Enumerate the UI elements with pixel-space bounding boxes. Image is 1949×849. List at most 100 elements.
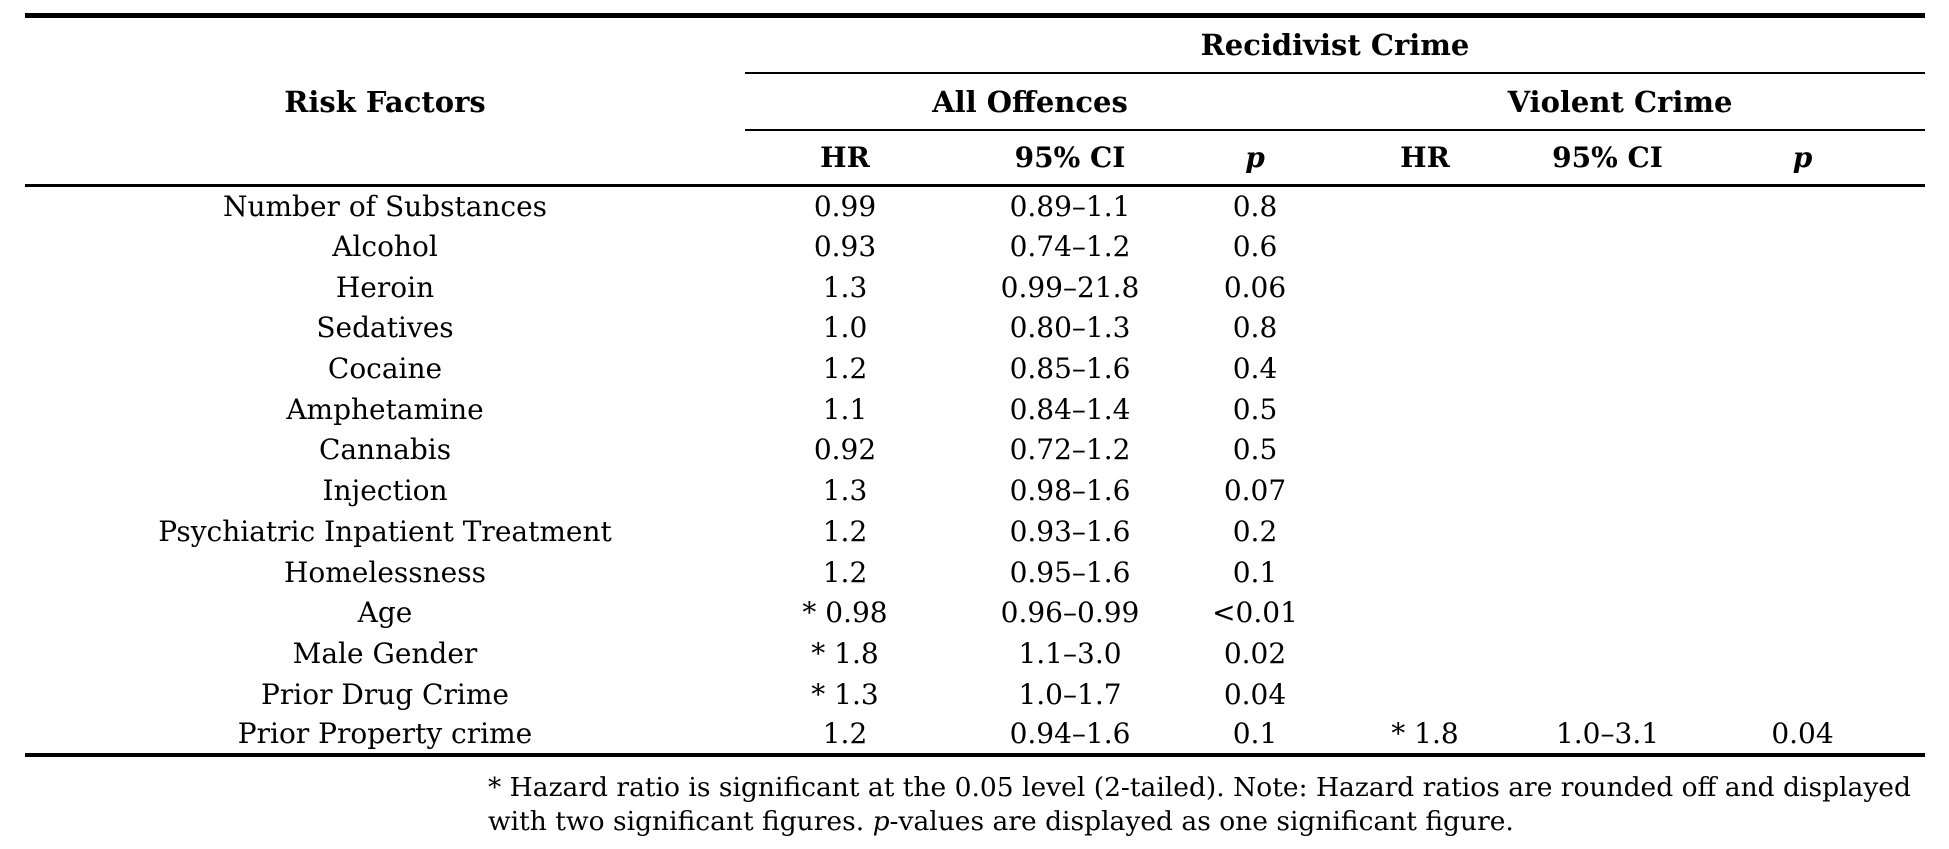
violent-p-value: [1680, 186, 1925, 227]
all-offences-hr-value: 0.92: [813, 433, 877, 467]
all-offences-ci-value: 0.74–1.2: [1009, 230, 1131, 264]
violent-crime-header: Violent Crime: [1315, 73, 1926, 131]
all-offences-ci-value: 1.1–3.0: [1018, 636, 1122, 670]
all-offences-hr-value: 1.2: [822, 352, 868, 386]
footnote-significance-text: * Hazard ratio is significant at the 0.0…: [488, 772, 1911, 837]
violent-ci-value: [1535, 308, 1680, 349]
all-offences-hr-value: * 1.8: [811, 636, 879, 670]
violent-p-value: [1680, 430, 1925, 471]
all-offences-p-value: 0.1: [1232, 717, 1278, 751]
header-row-subgroups: Risk Factors All Offences Violent Crime: [25, 73, 1926, 131]
col-header-ci-violent: 95% CI: [1535, 130, 1680, 187]
violent-p-value: [1680, 592, 1925, 633]
hazard-ratio-table: Recidivist Crime Risk Factors All Offenc…: [25, 13, 1926, 758]
violent-p-value: [1680, 226, 1925, 267]
all-offences-ci-value: 0.93–1.6: [1009, 514, 1131, 548]
recidivist-crime-header: Recidivist Crime: [745, 15, 1926, 74]
all-offences-ci-value: 0.95–1.6: [1009, 555, 1131, 589]
all-offences-p-value: 0.07: [1223, 474, 1287, 508]
table-footnote: * Hazard ratio is significant at the 0.0…: [488, 771, 1949, 839]
risk-factor-label: Heroin: [335, 270, 435, 304]
col-header-p-violent: p: [1680, 130, 1926, 187]
all-offences-p-value: 0.5: [1232, 433, 1278, 467]
all-offences-ci-value: 0.85–1.6: [1009, 352, 1131, 386]
violent-ci-value: [1535, 470, 1680, 511]
risk-factor-label: Number of Substances: [222, 190, 548, 224]
all-offences-hr-value: 1.2: [822, 717, 868, 751]
all-offences-p-value: 0.02: [1223, 636, 1287, 670]
violent-ci-value: [1535, 552, 1680, 593]
table-row: Male Gender * 1.8 1.1–3.0 0.02: [25, 633, 1925, 674]
table-row: Number of Substances 0.99 0.89–1.1 0.8: [25, 186, 1925, 227]
table-row: Alcohol 0.93 0.74–1.2 0.6: [25, 226, 1925, 267]
violent-ci-value: [1535, 430, 1680, 471]
table-row: Prior Property crime 1.2 0.94–1.6 0.1 * …: [25, 714, 1925, 755]
all-offences-hr-value: 1.2: [822, 555, 868, 589]
all-offences-p-value: 0.2: [1232, 514, 1278, 548]
all-offences-ci-value: 0.94–1.6: [1009, 717, 1131, 751]
violent-p-value: [1680, 470, 1925, 511]
violent-p-value: [1680, 674, 1925, 715]
violent-p-value: [1680, 511, 1925, 552]
table-row: Homelessness 1.2 0.95–1.6 0.1: [25, 552, 1925, 593]
spacer-cell: [25, 16, 745, 74]
all-offences-ci-value: 0.84–1.4: [1009, 392, 1131, 426]
violent-hr-value: [1315, 348, 1535, 389]
risk-factor-label: Psychiatric Inpatient Treatment: [158, 514, 612, 548]
violent-p-value: 0.04: [1771, 717, 1834, 751]
table-row: Amphetamine 1.1 0.84–1.4 0.5: [25, 389, 1925, 430]
risk-factors-header: Risk Factors: [284, 84, 486, 119]
all-offences-p-value: 0.5: [1232, 392, 1278, 426]
table-row: Psychiatric Inpatient Treatment 1.2 0.93…: [25, 511, 1925, 552]
all-offences-p-value: 0.06: [1223, 270, 1287, 304]
all-offences-ci-value: 0.89–1.1: [1009, 190, 1131, 224]
all-offences-ci-value: 0.99–21.8: [1000, 270, 1140, 304]
violent-ci-value: [1535, 511, 1680, 552]
risk-factor-label: Injection: [322, 474, 448, 508]
violent-hr-value: [1315, 674, 1535, 715]
violent-hr-value: [1315, 633, 1535, 674]
violent-ci-value: 1.0–3.1: [1555, 717, 1660, 751]
risk-factor-label: Prior Property crime: [237, 717, 533, 751]
all-offences-ci-value: 1.0–1.7: [1018, 677, 1122, 711]
risk-factor-label: Prior Drug Crime: [261, 677, 509, 711]
violent-p-value: [1680, 552, 1925, 593]
table-row: Injection 1.3 0.98–1.6 0.07: [25, 470, 1925, 511]
table-row: Prior Drug Crime * 1.3 1.0–1.7 0.04: [25, 674, 1925, 715]
violent-hr-value: [1315, 552, 1535, 593]
col-header-hr-all: HR: [745, 130, 945, 187]
violent-ci-value: [1535, 226, 1680, 267]
col-header-hr-violent: HR: [1315, 130, 1535, 187]
violent-hr-value: * 1.8: [1391, 717, 1459, 751]
all-offences-p-value: 0.4: [1232, 352, 1278, 386]
table-row: Age * 0.98 0.96–0.99 <0.01: [25, 592, 1925, 633]
violent-p-value: [1680, 308, 1925, 349]
all-offences-p-value: 0.6: [1232, 230, 1278, 264]
all-offences-hr-value: * 0.98: [802, 596, 888, 630]
footnote-rest-text: -values are displayed as one significant…: [889, 806, 1514, 837]
risk-factor-label: Cannabis: [318, 433, 452, 467]
header-row-recidivist: Recidivist Crime: [25, 15, 1926, 74]
table-row: Cannabis 0.92 0.72–1.2 0.5: [25, 430, 1925, 471]
all-offences-hr-value: 1.3: [822, 270, 868, 304]
header-row-columns: HR 95% CI p HR 95% CI p: [25, 130, 1926, 187]
violent-hr-value: [1315, 267, 1535, 308]
violent-hr-value: [1315, 186, 1535, 227]
col-header-ci-all: 95% CI: [945, 130, 1195, 187]
violent-hr-value: [1315, 592, 1535, 633]
violent-ci-value: [1535, 389, 1680, 430]
all-offences-hr-value: 1.0: [822, 311, 868, 345]
all-offences-hr-value: * 1.3: [811, 677, 879, 711]
violent-p-value: [1680, 389, 1925, 430]
violent-hr-value: [1315, 308, 1535, 349]
footnote-p-symbol: p: [872, 806, 890, 837]
table-row: Cocaine 1.2 0.85–1.6 0.4: [25, 348, 1925, 389]
all-offences-p-value: 0.8: [1232, 190, 1278, 224]
all-offences-hr-value: 0.99: [813, 190, 877, 224]
violent-p-value: [1680, 267, 1925, 308]
all-offences-header: All Offences: [745, 73, 1315, 131]
col-header-p-all: p: [1195, 130, 1315, 187]
risk-factor-label: Alcohol: [332, 230, 438, 264]
violent-ci-value: [1535, 592, 1680, 633]
